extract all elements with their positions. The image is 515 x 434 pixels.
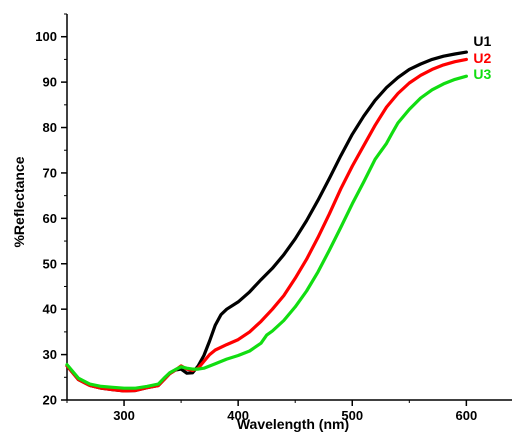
y-tick-label: 100 [35, 29, 57, 44]
series-line-U1 [67, 52, 466, 391]
series-layer [67, 52, 466, 391]
legend-label-U3: U3 [473, 66, 491, 82]
y-tick-label: 80 [43, 120, 57, 135]
legend-label-U1: U1 [473, 33, 491, 49]
y-tick-label: 70 [43, 165, 57, 180]
series-line-U2 [67, 59, 466, 391]
legend-label-U2: U2 [473, 50, 491, 66]
y-tick-label: 40 [43, 302, 57, 317]
plot-frame [67, 14, 512, 400]
y-tick-label: 50 [43, 256, 57, 271]
y-axis-title: %Reflectance [11, 156, 27, 247]
y-tick-label: 20 [43, 393, 57, 408]
x-tick-label: 600 [456, 408, 478, 423]
y-tick-label: 60 [43, 211, 57, 226]
y-tick-label: 30 [43, 347, 57, 362]
y-tick-label: 90 [43, 75, 57, 90]
y-axis-ticks: 20 30 40 50 60 70 80 90 100 [35, 14, 67, 408]
x-axis-title: Wavelength (nm) [237, 416, 349, 432]
x-tick-label: 300 [113, 408, 135, 423]
series-line-U3 [67, 76, 466, 388]
